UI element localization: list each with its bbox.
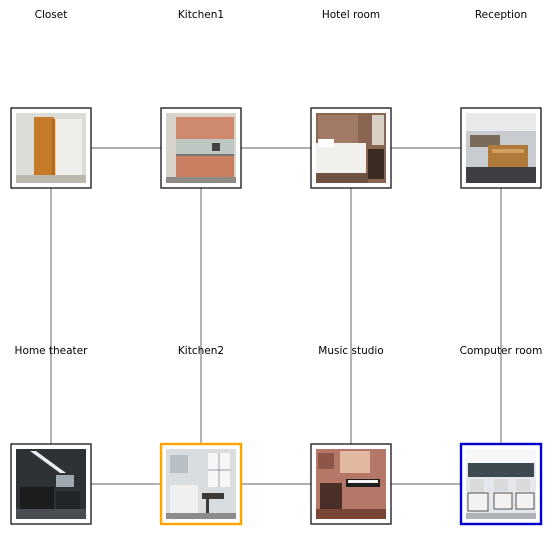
node-computer-room: Computer room [460, 345, 543, 526]
node-home-theater: Home theater [10, 345, 92, 525]
music-thumbnail [316, 449, 386, 519]
node-closet: Closet [10, 9, 92, 189]
hotel-thumbnail [316, 113, 386, 183]
node-label: Closet [35, 9, 68, 21]
node-music-studio: Music studio [310, 345, 392, 525]
node-label: Reception [475, 9, 527, 21]
node-reception: Reception [460, 9, 542, 189]
node-label: Kitchen1 [178, 9, 224, 21]
node-hotel-room: Hotel room [310, 9, 392, 189]
reception-thumbnail [466, 113, 536, 183]
node-label: Computer room [460, 345, 543, 357]
node-kitchen2: Kitchen2 [159, 345, 243, 526]
theater-thumbnail [16, 449, 86, 519]
computer-thumbnail [466, 449, 536, 519]
kitchen1-thumbnail [166, 113, 236, 183]
edges-layer [50, 147, 502, 485]
node-label: Kitchen2 [178, 345, 224, 357]
closet-thumbnail [16, 113, 86, 183]
node-label: Hotel room [322, 9, 380, 21]
node-label: Music studio [318, 345, 383, 357]
node-kitchen1: Kitchen1 [160, 9, 242, 189]
kitchen2-thumbnail [166, 449, 236, 519]
node-label: Home theater [15, 345, 89, 357]
nodes-layer: Closet Kitchen1 Hotel room Reception Home th… [10, 9, 543, 526]
